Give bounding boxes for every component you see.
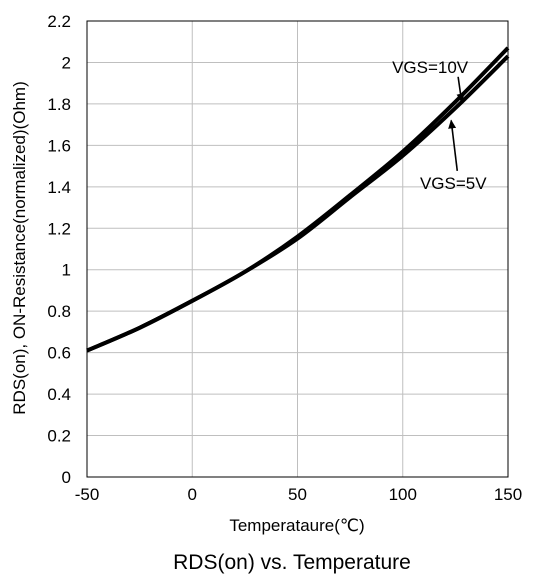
- grid: [86, 20, 509, 478]
- y-tick-labels: 0 0.2 0.4 0.6 0.8 1 1.2 1.4 1.6 1.8 2 2.2: [47, 12, 71, 487]
- y-tick-label: 1.6: [47, 136, 71, 155]
- x-tick-labels: -50 0 50 100 150: [75, 485, 522, 504]
- x-tick-label: 150: [494, 485, 522, 504]
- y-axis-title: RDS(on), ON-Resistance(normalized)(Ohm): [10, 81, 29, 414]
- x-tick-label: 50: [288, 485, 307, 504]
- y-tick-label: 1.8: [47, 95, 71, 114]
- annotation-arrow-vgs-5v: [448, 119, 459, 171]
- series-layer: [86, 46, 510, 353]
- annotation-label-vgs-10v: VGS=10V: [392, 58, 469, 77]
- y-tick-label: 0: [62, 468, 71, 487]
- y-tick-label: 1: [62, 261, 71, 280]
- x-tick-label: -50: [75, 485, 100, 504]
- plot-frame: [86, 20, 509, 478]
- annotation-layer: VGS=10V VGS=5V: [392, 58, 487, 193]
- series-line-vgs-5v: [86, 54, 510, 353]
- chart-title: RDS(on) vs. Temperature: [173, 551, 411, 574]
- x-axis-title: Temperataure(℃): [229, 516, 364, 535]
- y-tick-label: 1.2: [47, 219, 71, 238]
- annotation-label-vgs-5v: VGS=5V: [420, 174, 487, 193]
- y-tick-label: 2.2: [47, 12, 71, 31]
- x-tick-label: 0: [188, 485, 197, 504]
- y-tick-label: 2: [62, 53, 71, 72]
- y-tick-label: 0.4: [47, 385, 71, 404]
- y-tick-label: 1.4: [47, 178, 71, 197]
- annotation-arrow-vgs-10v: [456, 76, 465, 103]
- y-tick-label: 0.8: [47, 302, 71, 321]
- x-tick-label: 100: [389, 485, 417, 504]
- y-tick-label: 0.6: [47, 344, 71, 363]
- y-tick-label: 0.2: [47, 427, 71, 446]
